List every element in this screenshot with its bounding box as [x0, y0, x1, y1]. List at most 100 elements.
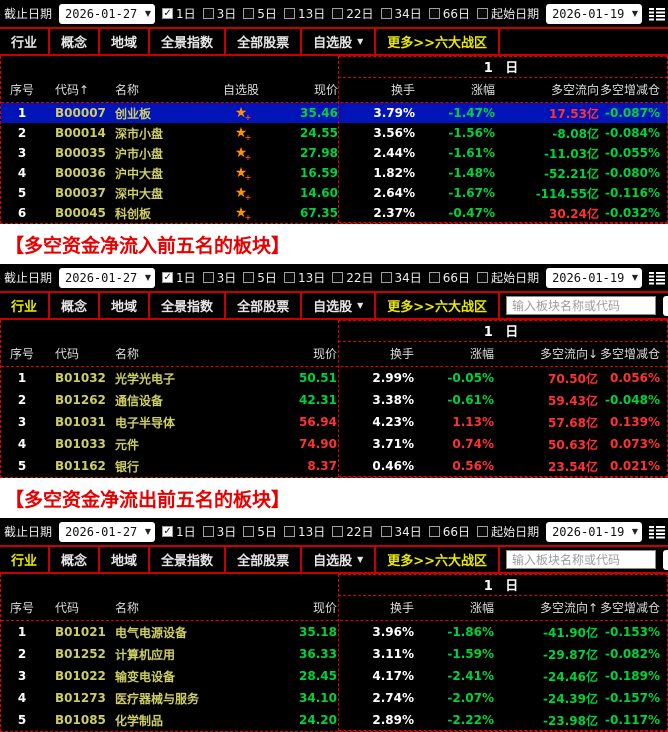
- tab-自选股[interactable]: 自选股 ▼: [302, 29, 377, 54]
- tab-更多>>六大战区[interactable]: 更多>>六大战区: [376, 547, 501, 572]
- end-date-select[interactable]: 2026-01-27 ▼: [59, 3, 156, 24]
- list-icon[interactable]: [649, 271, 666, 285]
- header-name[interactable]: 名称: [115, 347, 140, 361]
- star-icon[interactable]: ★ +: [234, 125, 252, 142]
- period-checkbox-66日[interactable]: 66日: [428, 5, 470, 22]
- table-row[interactable]: 2 B01252 计算机应用 36.33 3.11% -1.59% -29.87亿 -0.08…: [1, 643, 668, 665]
- period-checkbox-13日[interactable]: 13日: [283, 523, 325, 540]
- tab-全部股票[interactable]: 全部股票: [226, 547, 303, 572]
- tab-更多>>六大战区[interactable]: 更多>>六大战区: [376, 29, 501, 54]
- tab-概念[interactable]: 概念: [50, 293, 101, 318]
- table-row[interactable]: 2 B01262 通信设备 42.31 3.38% -0.61% 59.43亿 -0.048%: [1, 389, 668, 411]
- header-flow[interactable]: 多空流向: [550, 83, 599, 97]
- header-change[interactable]: 涨幅: [469, 601, 494, 615]
- table-row[interactable]: 3 B01022 输变电设备 28.45 4.17% -2.41% -24.46亿 -0.18…: [1, 665, 668, 687]
- table-row[interactable]: 1 B01032 光学光电子 50.51 2.99% -0.05% 70.50亿 0.056%: [1, 367, 668, 389]
- header-position[interactable]: 多空增减仓: [599, 83, 660, 97]
- header-change[interactable]: 涨幅: [469, 347, 494, 361]
- tab-概念[interactable]: 概念: [50, 29, 101, 54]
- header-position[interactable]: 多空增减仓: [599, 347, 660, 361]
- period-checkbox-66日[interactable]: 66日: [428, 269, 470, 286]
- header-turnover[interactable]: 换手: [389, 347, 414, 361]
- tab-地域[interactable]: 地域: [100, 293, 151, 318]
- period-checkbox-1日[interactable]: ✓ 1日: [162, 269, 196, 286]
- tab-全景指数[interactable]: 全景指数: [150, 547, 227, 572]
- tab-全部股票[interactable]: 全部股票: [226, 29, 303, 54]
- star-icon[interactable]: ★ +: [234, 145, 252, 162]
- period-checkbox-34日[interactable]: 34日: [380, 523, 422, 540]
- table-row[interactable]: 4 B01273 医疗器械与服务 34.10 2.74% -2.07% -24.39亿 -0.…: [1, 687, 668, 709]
- search-input[interactable]: [506, 550, 656, 569]
- table-row[interactable]: 1 B01021 电气电源设备 35.18 3.96% -1.86% -41.90亿 -0.1…: [1, 621, 668, 643]
- header-position[interactable]: 多空增减仓: [599, 601, 660, 615]
- period-checkbox-22日[interactable]: 22日: [332, 523, 374, 540]
- table-row[interactable]: 3 B01031 电子半导体 56.94 4.23% 1.13% 57.68亿 0.139%: [1, 411, 668, 433]
- table-row[interactable]: 6 B00045 科创板 ★ + 67.35 2.37% -0.47% 30.24亿 -0.032…: [1, 203, 668, 223]
- search-input[interactable]: [506, 296, 656, 315]
- period-checkbox-1日[interactable]: ✓ 1日: [162, 5, 196, 22]
- period-checkbox-22日[interactable]: 22日: [332, 5, 374, 22]
- header-flow[interactable]: 多空流向↑: [539, 601, 598, 615]
- header-favorite[interactable]: 自选股: [222, 83, 259, 97]
- table-row[interactable]: 5 B01085 化学制品 24.20 2.89% -2.22% -23.98亿 -0.117…: [1, 709, 668, 731]
- tab-行业[interactable]: 行业: [0, 547, 51, 572]
- end-date-select[interactable]: 2026-01-27 ▼: [59, 267, 156, 288]
- period-checkbox-5日[interactable]: 5日: [243, 5, 277, 22]
- header-code[interactable]: 代码: [55, 601, 80, 615]
- period-checkbox-34日[interactable]: 34日: [380, 5, 422, 22]
- period-checkbox-3日[interactable]: 3日: [202, 5, 236, 22]
- table-row[interactable]: 4 B00036 沪中大盘 ★ + 16.59 1.82% -1.48% -52.21亿 -0.0…: [1, 163, 668, 183]
- table-row[interactable]: 1 B00007 创业板 ★ + 35.46 3.79% -1.47% 17.53亿 -0.087…: [1, 103, 668, 123]
- list-icon[interactable]: [649, 7, 666, 21]
- period-checkbox-5日[interactable]: 5日: [243, 523, 277, 540]
- header-flow[interactable]: 多空流向↓: [539, 347, 598, 361]
- period-checkbox-5日[interactable]: 5日: [243, 269, 277, 286]
- table-row[interactable]: 5 B01162 银行 8.37 0.46% 0.56% 23.54亿 0.021%: [1, 455, 668, 477]
- period-checkbox-34日[interactable]: 34日: [380, 269, 422, 286]
- header-change[interactable]: 涨幅: [470, 83, 495, 97]
- star-icon[interactable]: ★ +: [234, 185, 252, 202]
- header-code[interactable]: 代码: [55, 347, 80, 361]
- table-row[interactable]: 2 B00014 深市小盘 ★ + 24.55 3.56% -1.56% -8.08亿 -0.08…: [1, 123, 668, 143]
- start-date-select[interactable]: 2026-01-19 ▼: [546, 521, 643, 542]
- period-checkbox-13日[interactable]: 13日: [283, 5, 325, 22]
- period-checkbox-13日[interactable]: 13日: [283, 269, 325, 286]
- period-checkbox-3日[interactable]: 3日: [202, 523, 236, 540]
- start-date-checkbox[interactable]: 起始日期: [477, 523, 539, 540]
- tab-概念[interactable]: 概念: [50, 547, 101, 572]
- star-icon[interactable]: ★ +: [234, 205, 252, 222]
- header-code[interactable]: 代码↑: [55, 83, 90, 97]
- star-icon[interactable]: ★ +: [234, 105, 252, 122]
- tab-地域[interactable]: 地域: [100, 547, 151, 572]
- header-name[interactable]: 名称: [115, 83, 140, 97]
- tab-全景指数[interactable]: 全景指数: [150, 293, 227, 318]
- period-checkbox-66日[interactable]: 66日: [428, 523, 470, 540]
- tab-自选股[interactable]: 自选股 ▼: [302, 547, 377, 572]
- period-checkbox-22日[interactable]: 22日: [332, 269, 374, 286]
- header-turnover[interactable]: 换手: [389, 601, 414, 615]
- header-price[interactable]: 现价: [312, 601, 337, 615]
- header-name[interactable]: 名称: [115, 601, 140, 615]
- table-row[interactable]: 3 B00035 沪市小盘 ★ + 27.98 2.44% -1.61% -11.03亿 -0.0…: [1, 143, 668, 163]
- table-row[interactable]: 4 B01033 元件 74.90 3.71% 0.74% 50.63亿 0.073%: [1, 433, 668, 455]
- star-icon[interactable]: ★ +: [234, 165, 252, 182]
- start-date-checkbox[interactable]: 起始日期: [477, 5, 539, 22]
- tab-行业[interactable]: 行业: [0, 29, 51, 54]
- start-date-select[interactable]: 2026-01-19 ▼: [546, 267, 643, 288]
- header-turnover[interactable]: 换手: [390, 83, 415, 97]
- tab-自选股[interactable]: 自选股 ▼: [302, 293, 377, 318]
- header-price[interactable]: 现价: [313, 83, 338, 97]
- start-date-checkbox[interactable]: 起始日期: [477, 269, 539, 286]
- header-price[interactable]: 现价: [312, 347, 337, 361]
- tab-更多>>六大战区[interactable]: 更多>>六大战区: [376, 293, 501, 318]
- tab-行业[interactable]: 行业: [0, 293, 51, 318]
- tab-全部股票[interactable]: 全部股票: [226, 293, 303, 318]
- start-date-select[interactable]: 2026-01-19 ▼: [546, 3, 643, 24]
- period-checkbox-1日[interactable]: ✓ 1日: [162, 523, 196, 540]
- tab-地域[interactable]: 地域: [100, 29, 151, 54]
- table-row[interactable]: 5 B00037 深中大盘 ★ + 14.60 2.64% -1.67% -114.55亿 -0.…: [1, 183, 668, 203]
- period-checkbox-3日[interactable]: 3日: [202, 269, 236, 286]
- end-date-select[interactable]: 2026-01-27 ▼: [59, 521, 156, 542]
- list-icon[interactable]: [649, 525, 666, 539]
- tab-全景指数[interactable]: 全景指数: [150, 29, 227, 54]
